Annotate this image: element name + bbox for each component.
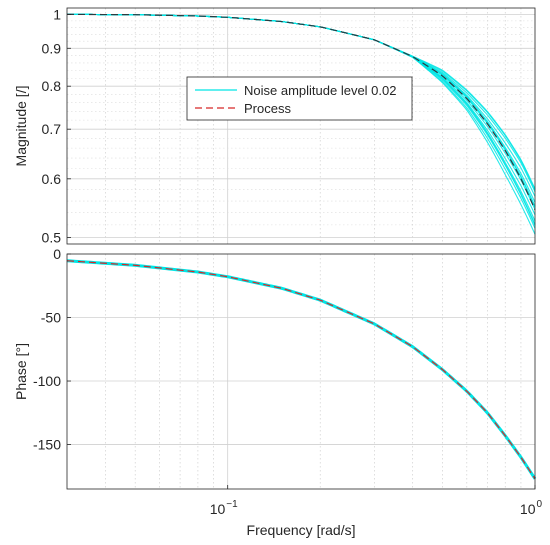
magnitude-y-axis-label: Magnitude [/] bbox=[13, 86, 29, 167]
y-tick-label: -100 bbox=[33, 373, 61, 389]
legend: Noise amplitude level 0.02 Process bbox=[186, 76, 413, 121]
y-tick-label: 0.5 bbox=[42, 229, 62, 245]
phase-y-ticks: 0 -50 -100 -150 bbox=[33, 246, 71, 453]
y-tick-label: -150 bbox=[33, 437, 61, 453]
phase-panel: 0-50-100-150 10−1 100 Phase [°] Frequency… bbox=[13, 246, 543, 538]
y-tick-label: 1 bbox=[53, 6, 61, 22]
legend-entry-noise: Noise amplitude level 0.02 bbox=[244, 83, 396, 98]
process-magnitude-line bbox=[66, 13, 536, 211]
phase-axes-frame bbox=[66, 253, 536, 490]
frequency-x-axis-label: Frequency [rad/s] bbox=[247, 522, 356, 538]
legend-box bbox=[186, 76, 413, 121]
phase-y-axis-label: Phase [°] bbox=[13, 343, 29, 400]
magnitude-axes-frame bbox=[66, 7, 536, 245]
process-phase-line bbox=[66, 260, 536, 480]
y-tick-label: -50 bbox=[41, 310, 61, 326]
y-tick-label: 0 bbox=[53, 246, 61, 262]
magnitude-plot-area bbox=[67, 8, 535, 244]
legend-entry-process: Process bbox=[244, 101, 291, 116]
magnitude-y-ticks: 0.5 0.6 0.7 0.8 0.9 1 bbox=[42, 6, 71, 245]
y-tick-label: 0.9 bbox=[42, 40, 62, 56]
magnitude-series bbox=[66, 13, 536, 235]
y-tick-label: 0.8 bbox=[42, 78, 62, 94]
y-tick-label: 0.7 bbox=[42, 121, 62, 137]
y-tick-label: 0.6 bbox=[42, 171, 62, 187]
phase-plot-area bbox=[67, 254, 535, 489]
magnitude-panel: 0.5 0.6 0.7 0.8 0.9 1 Magnitude [/] Noise amp… bbox=[13, 6, 536, 245]
phase-series bbox=[66, 259, 537, 480]
